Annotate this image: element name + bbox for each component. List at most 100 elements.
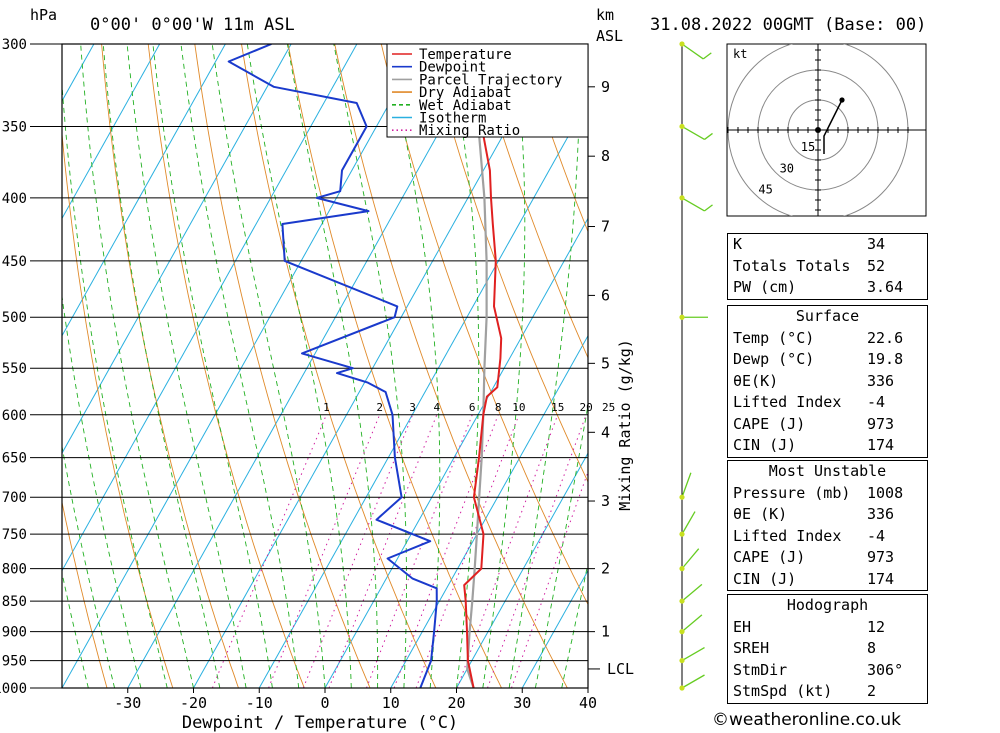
dry-adiabat-line <box>101 44 239 688</box>
plot-frame <box>61 43 589 689</box>
wind-barb <box>681 548 700 570</box>
isotherm-line <box>324 217 588 688</box>
panel-row-value: -4 <box>867 393 886 411</box>
panel-row-label: Lifted Index <box>733 393 842 411</box>
panel-row-value: 973 <box>867 414 895 433</box>
panel-row-value: 8 <box>867 639 877 657</box>
isotherm-line <box>521 569 588 688</box>
wind-level-marker <box>679 314 685 320</box>
panel-row-value: 2 <box>867 682 877 700</box>
panel-row-label: CIN (J) <box>733 569 797 588</box>
hodograph: 15 30 45 kt <box>726 43 927 217</box>
wet-adiabat-line <box>246 44 352 688</box>
panel-row-label: θE (K) <box>733 505 788 523</box>
hodograph-trace <box>823 99 843 154</box>
surface-panel: Surface Temp (°C) 22.6 Dewp (°C) 19.8 θE(K) 33… <box>727 305 928 458</box>
panel-row-value: 1008 <box>867 483 904 502</box>
hodograph-plot: 15 30 45 <box>727 44 926 216</box>
panel-row: CIN (J) 174 <box>728 569 927 591</box>
mixing-ratio-line <box>511 470 588 688</box>
panel-row-label: Dewp (°C) <box>733 350 815 368</box>
x-tick-label: -30 <box>114 694 141 712</box>
panel-row-label: StmDir <box>733 660 788 679</box>
hodograph-storm-point <box>815 127 821 133</box>
wind-level-marker <box>679 657 685 664</box>
isotherm-line <box>62 44 292 455</box>
panel-row-label: K <box>733 235 743 253</box>
panel-row-value: 12 <box>867 617 886 636</box>
km-label: km <box>596 6 614 24</box>
panel-row: Pressure (mb) 1008 <box>728 483 927 505</box>
wet-adiabat-line <box>211 44 326 688</box>
panel-row-value: 52 <box>867 256 886 275</box>
pressure-tick-label: 800 <box>2 562 27 578</box>
x-axis-label: Dewpoint / Temperature (°C) <box>182 713 458 733</box>
wind-barb-feather <box>704 204 713 212</box>
wet-adiabat-line <box>482 44 526 688</box>
panel-row: θE(K) 336 <box>728 371 927 393</box>
panel-row-value: 3.64 <box>867 278 904 296</box>
panel-row-label: CIN (J) <box>733 436 797 454</box>
panel-row-value: 336 <box>867 505 895 523</box>
legend-entry-label: Wet Adiabat <box>419 98 512 114</box>
datetime-title: 31.08.2022 00GMT (Base: 00) <box>650 15 926 35</box>
wind-barb <box>681 674 705 689</box>
km-tick-label: 1 <box>601 623 610 641</box>
location-title: 0°00' 0°00'W 11m ASL <box>90 15 295 35</box>
parcel-trajectory-line <box>466 44 488 688</box>
mixing-ratio-line <box>456 414 559 688</box>
dewpoint-line <box>227 44 438 688</box>
x-tick-label: 30 <box>513 694 531 712</box>
isotherm-line <box>456 452 588 688</box>
km-tick-label: 5 <box>601 354 610 372</box>
panel-row-label: StmSpd (kt) <box>733 682 833 700</box>
dry-adiabat-line <box>941 44 1000 688</box>
panel-row-label: CAPE (J) <box>733 548 806 566</box>
isotherm-line <box>62 44 226 337</box>
panel-row: StmSpd (kt) 2 <box>728 681 927 703</box>
credit: ©weatheronline.co.uk <box>712 710 902 730</box>
wind-level-marker <box>679 123 685 130</box>
legend-entry-label: Isotherm <box>419 111 486 127</box>
pressure-tick-label: 400 <box>2 191 27 207</box>
lcl-label: LCL <box>607 660 634 678</box>
indices-panel: K 34 Totals Totals 52 PW (cm) 3.64 <box>727 233 928 300</box>
wet-adiabat-line <box>286 44 379 688</box>
isotherm-line <box>62 44 424 688</box>
legend-entry-label: Parcel Trajectory <box>419 72 562 88</box>
mixing-ratio-label: 20 <box>580 401 593 414</box>
x-tick-label: 40 <box>579 694 597 712</box>
mixing-ratio-label: 15 <box>551 401 564 414</box>
wet-adiabat-line <box>333 44 407 688</box>
pressure-tick-label: 850 <box>2 594 27 610</box>
legend-box <box>386 43 589 138</box>
pressure-tick-label: 950 <box>2 654 27 670</box>
wet-adiabat-line <box>126 44 247 688</box>
dry-adiabat-line <box>287 44 502 688</box>
dry-adiabat-line <box>334 44 568 688</box>
most-unstable-panel: Most Unstable Pressure (mb) 1008 θE (K) 336 L… <box>727 460 928 591</box>
wind-profile <box>679 41 713 691</box>
mixing-ratio-line <box>211 414 327 688</box>
wind-level-marker <box>679 531 685 537</box>
panel-row-value: 306° <box>867 660 904 679</box>
panel-row: θE (K) 336 <box>728 504 927 526</box>
panel-row-label: Totals Totals <box>733 256 851 275</box>
wind-level-marker <box>679 685 685 691</box>
sounding-series <box>227 44 503 688</box>
wind-barb <box>681 583 703 602</box>
panel-row-value: 336 <box>867 371 895 390</box>
hodograph-ring-label: 15 <box>801 140 815 154</box>
panel-row-value: 174 <box>867 569 895 588</box>
dry-adiabat-line <box>241 44 437 688</box>
wind-barb <box>681 197 705 212</box>
hodograph-table-panel: Hodograph EH 12 SREH 8 StmDir 306° StmSpd (kt) 2 <box>727 594 928 704</box>
x-tick-label: 0 <box>320 694 329 712</box>
wind-barb <box>681 472 692 498</box>
km-tick-label: 8 <box>601 147 610 165</box>
wind-level-marker <box>679 598 685 604</box>
mixing-ratio-label: 25 <box>602 401 615 414</box>
isotherm-line <box>62 44 358 572</box>
legend-entry-label: Mixing Ratio <box>419 123 520 139</box>
panel-title: Hodograph <box>786 596 869 614</box>
